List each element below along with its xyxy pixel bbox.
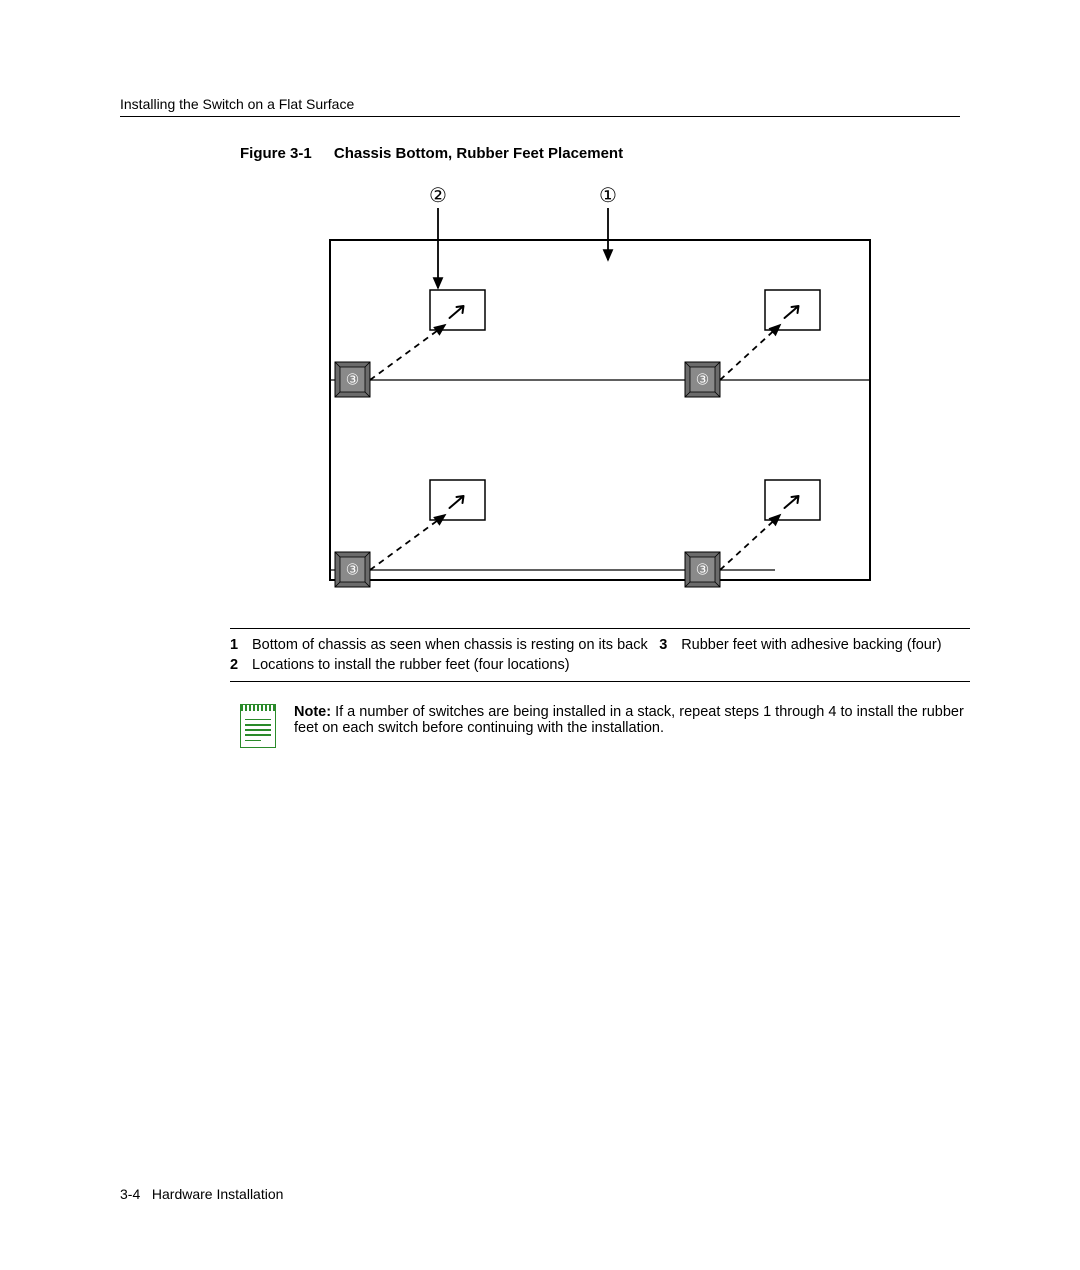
note-body: If a number of switches are being instal… [294,704,964,736]
footer-page-number: 3-4 [120,1186,140,1202]
note-text: Note: If a number of switches are being … [294,704,975,748]
note-block: Note: If a number of switches are being … [240,704,975,748]
note-icon [240,704,276,748]
svg-text:①: ① [599,185,617,207]
svg-text:③: ③ [696,562,709,579]
figure-number: Figure 3-1 [240,145,312,162]
legend-num: 2 [230,657,252,673]
page-footer: 3-4 Hardware Installation [120,1186,283,1202]
page-header: Installing the Switch on a Flat Surface [120,96,960,117]
svg-text:②: ② [429,185,447,207]
legend-text: Bottom of chassis as seen when chassis i… [252,637,648,653]
legend-row: 3 Rubber feet with adhesive backing (fou… [659,637,941,673]
footer-section: Hardware Installation [152,1186,284,1202]
legend-text: Locations to install the rubber feet (fo… [252,657,570,673]
legend-text: Rubber feet with adhesive backing (four) [681,637,941,673]
legend-row: 2 Locations to install the rubber feet (… [230,657,659,673]
svg-text:③: ③ [346,562,359,579]
diagram: ③ ③ ③ ③ ① ② [240,180,880,600]
svg-text:③: ③ [346,372,359,389]
note-label: Note: [294,704,331,720]
legend-num: 1 [230,637,252,653]
figure-caption: Figure 3-1 Chassis Bottom, Rubber Feet P… [240,145,960,162]
legend-num: 3 [659,637,681,673]
header-title: Installing the Switch on a Flat Surface [120,96,354,112]
legend-table: 1 Bottom of chassis as seen when chassis… [230,628,970,682]
figure-title: Chassis Bottom, Rubber Feet Placement [334,145,623,162]
legend-row: 1 Bottom of chassis as seen when chassis… [230,637,659,653]
svg-text:③: ③ [696,372,709,389]
